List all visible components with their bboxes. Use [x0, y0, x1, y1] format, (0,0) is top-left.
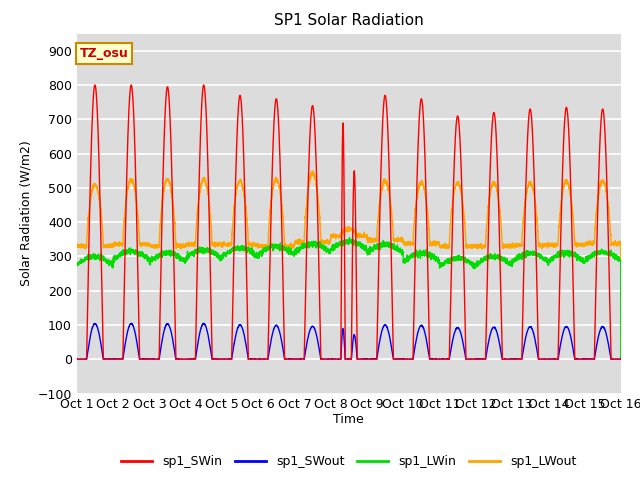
Line: sp1_SWout: sp1_SWout	[77, 324, 621, 360]
sp1_LWout	[616, 239, 624, 244]
sp1_SWout	[471, 356, 479, 362]
sp1_SWin	[73, 357, 81, 362]
sp1_SWout	[441, 357, 449, 362]
sp1_LWin	[171, 252, 179, 258]
sp1_SWout	[171, 348, 179, 354]
sp1_SWout	[73, 357, 81, 362]
sp1_SWin	[171, 299, 179, 304]
Line: sp1_SWin: sp1_SWin	[77, 85, 621, 360]
sp1_LWout	[73, 243, 81, 249]
sp1_LWin	[616, 258, 624, 264]
sp1_SWout	[616, 356, 624, 362]
sp1_SWin	[471, 357, 479, 362]
sp1_SWin	[91, 82, 99, 88]
sp1_LWout	[329, 233, 337, 239]
sp1_SWin	[616, 357, 624, 362]
sp1_LWout	[441, 244, 449, 250]
sp1_LWin	[617, 357, 625, 362]
sp1_SWout	[329, 356, 337, 362]
Title: SP1 Solar Radiation: SP1 Solar Radiation	[274, 13, 424, 28]
X-axis label: Time: Time	[333, 413, 364, 426]
sp1_SWin	[617, 357, 625, 362]
sp1_LWin	[73, 262, 81, 267]
Line: sp1_LWin: sp1_LWin	[77, 238, 621, 360]
sp1_SWout	[200, 321, 207, 326]
Legend: sp1_SWin, sp1_SWout, sp1_LWin, sp1_LWout: sp1_SWin, sp1_SWout, sp1_LWin, sp1_LWout	[116, 450, 581, 473]
sp1_LWin	[502, 260, 509, 266]
Y-axis label: Solar Radiation (W/m2): Solar Radiation (W/m2)	[19, 141, 32, 287]
sp1_LWout	[617, 357, 625, 362]
sp1_LWout	[171, 220, 179, 226]
sp1_SWin	[329, 357, 337, 362]
sp1_LWin	[471, 265, 479, 271]
sp1_LWout	[502, 242, 509, 248]
sp1_LWout	[471, 244, 479, 250]
sp1_LWin	[328, 246, 336, 252]
sp1_SWout	[502, 357, 509, 362]
sp1_LWin	[346, 235, 353, 240]
sp1_SWout	[617, 357, 625, 362]
sp1_SWout	[73, 356, 81, 362]
sp1_SWin	[502, 357, 509, 362]
sp1_LWout	[309, 168, 317, 174]
sp1_LWin	[441, 260, 449, 265]
Text: TZ_osu: TZ_osu	[79, 47, 128, 60]
sp1_SWin	[441, 357, 449, 362]
Line: sp1_LWout: sp1_LWout	[77, 171, 621, 360]
